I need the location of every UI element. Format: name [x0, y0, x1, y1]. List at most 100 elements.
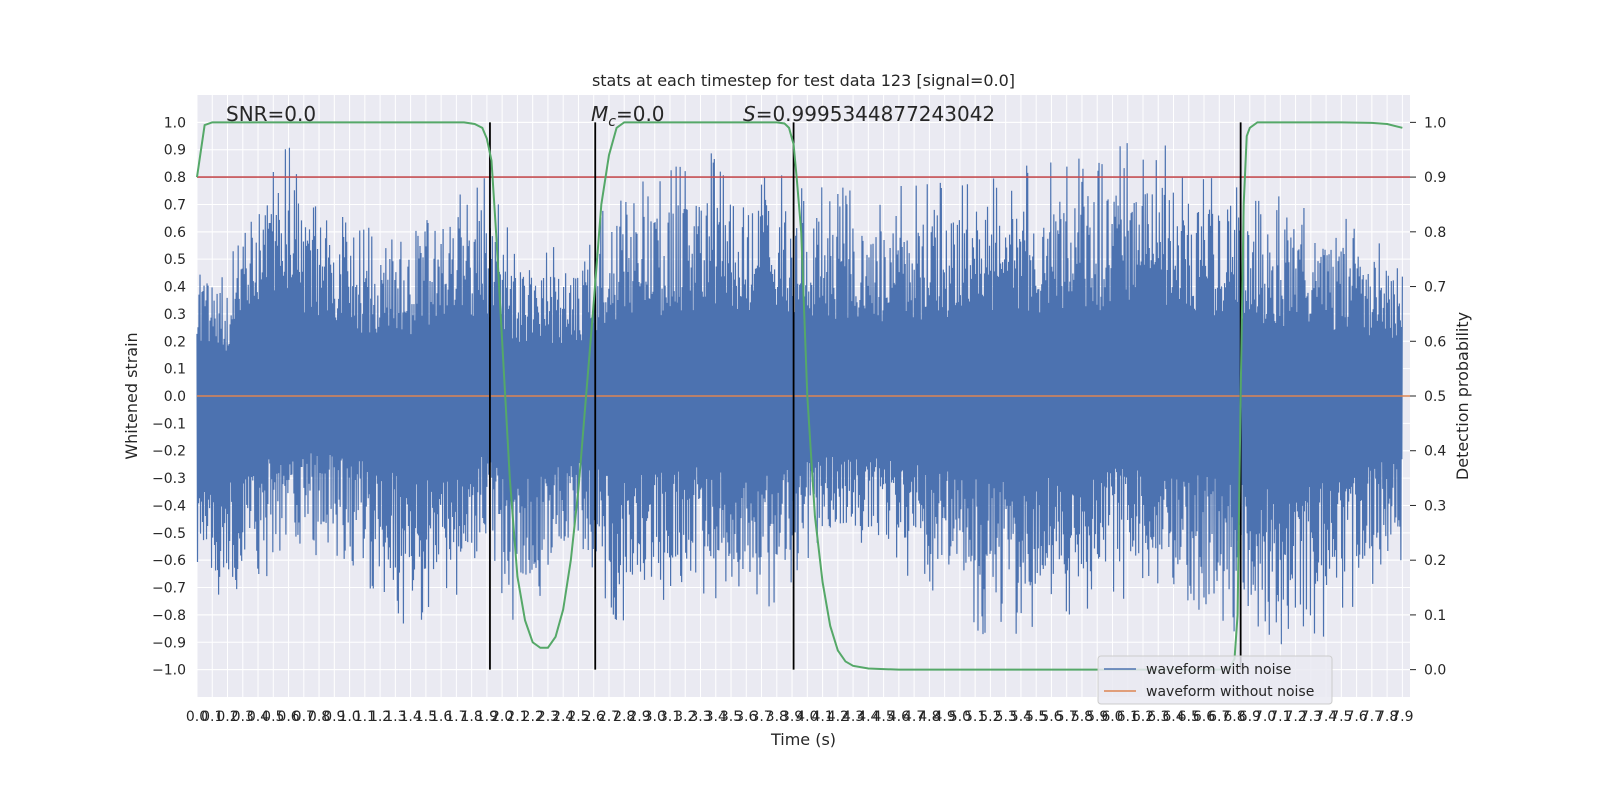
- x-tick-label: 7.6: [1345, 709, 1367, 725]
- s-annotation: S=0.9995344877243042: [743, 102, 995, 126]
- x-tick-label: 1.8: [461, 709, 483, 725]
- y-tick-label-right: 1.0: [1424, 115, 1446, 131]
- x-tick-label: 0.9: [323, 709, 345, 725]
- probability-trace: [196, 121, 1403, 671]
- x-tick-label: 5.0: [949, 709, 971, 725]
- x-tick-label: 5.8: [1071, 709, 1093, 725]
- x-tick-label: 0.1: [201, 709, 223, 725]
- x-tick-label: 3.1: [659, 709, 681, 725]
- x-tick-label: 3.4: [705, 709, 727, 725]
- x-tick-label: 1.1: [354, 709, 376, 725]
- y-tick-label-right: 0.6: [1424, 334, 1446, 350]
- y-tick-label-right: 0.1: [1424, 608, 1446, 624]
- x-tick-label: 4.2: [827, 709, 849, 725]
- y-tick-label-left: 0.8: [164, 170, 186, 186]
- x-tick-label: 1.0: [338, 709, 360, 725]
- x-tick-label: 0.4: [247, 709, 269, 725]
- x-tick-label: 0.0: [186, 709, 208, 725]
- x-tick-label: 3.3: [689, 709, 711, 725]
- y-tick-label-right: 0.5: [1424, 389, 1446, 405]
- y-tick-label-left: −0.9: [152, 635, 186, 651]
- y-tick-label-right: 0.4: [1424, 444, 1446, 460]
- x-tick-label: 6.9: [1239, 709, 1261, 725]
- x-tick-label: 2.7: [598, 709, 620, 725]
- x-tick-label: 5.4: [1010, 709, 1032, 725]
- x-tick-label: 6.3: [1147, 709, 1169, 725]
- mc-subscript: c: [608, 114, 616, 130]
- x-tick-label: 4.9: [934, 709, 956, 725]
- x-tick-label: 0.8: [308, 709, 330, 725]
- y-tick-label-left: −0.3: [152, 471, 186, 487]
- s-value: =0.9995344877243042: [756, 102, 995, 126]
- mc-value: =0.0: [616, 102, 665, 126]
- y-tick-label-left: 0.0: [164, 389, 186, 405]
- x-tick-label: 2.9: [628, 709, 650, 725]
- x-tick-label: 7.0: [1254, 709, 1276, 725]
- y-tick-label-left: −0.6: [152, 553, 186, 569]
- x-tick-label: 1.5: [415, 709, 437, 725]
- y-tick-label-left: 0.7: [164, 197, 186, 213]
- x-tick-label: 1.7: [445, 709, 467, 725]
- x-tick-label: 7.9: [1391, 709, 1413, 725]
- x-tick-label: 0.6: [277, 709, 299, 725]
- x-tick-label: 4.4: [857, 709, 879, 725]
- x-tick-label: 7.1: [1269, 709, 1291, 725]
- x-tick-label: 0.5: [262, 709, 284, 725]
- x-tick-label: 6.5: [1178, 709, 1200, 725]
- legend-box: [1097, 655, 1333, 705]
- y-tick-label-right: 0.9: [1424, 170, 1446, 186]
- snr-annotation: SNR=0.0: [226, 102, 316, 126]
- x-tick-label: 2.0: [491, 709, 513, 725]
- x-tick-label: 6.8: [1223, 709, 1245, 725]
- x-tick-label: 6.6: [1193, 709, 1215, 725]
- x-tick-label: 2.8: [613, 709, 635, 725]
- y-tick-label-right: 0.0: [1424, 663, 1446, 679]
- x-tick-label: 1.4: [399, 709, 421, 725]
- x-tick-label: 2.5: [567, 709, 589, 725]
- y-tick-label-left: 0.5: [164, 252, 186, 268]
- x-tick-label: 7.5: [1330, 709, 1352, 725]
- x-tick-label: 2.2: [522, 709, 544, 725]
- y-tick-label-right: 0.8: [1424, 225, 1446, 241]
- x-tick-label: 4.6: [888, 709, 910, 725]
- x-tick-label: 4.5: [872, 709, 894, 725]
- x-tick-label: 5.7: [1056, 709, 1078, 725]
- x-tick-label: 5.3: [995, 709, 1017, 725]
- x-tick-label: 6.2: [1132, 709, 1154, 725]
- x-tick-label: 3.7: [750, 709, 772, 725]
- x-tick-label: 4.0: [796, 709, 818, 725]
- x-tick-label: 7.8: [1376, 709, 1398, 725]
- y-tick-label-left: 0.2: [164, 334, 186, 350]
- x-tick-label: 5.6: [1040, 709, 1062, 725]
- mc-symbol: M: [591, 102, 608, 126]
- x-tick-label: 3.6: [735, 709, 757, 725]
- x-tick-label: 1.9: [476, 709, 498, 725]
- y-tick-label-right: 0.7: [1424, 280, 1446, 296]
- y-tick-label-left: 0.9: [164, 143, 186, 159]
- s-symbol: S: [743, 102, 756, 126]
- x-tick-label: 3.5: [720, 709, 742, 725]
- y-axis-label-left: Whitened strain: [122, 332, 141, 459]
- x-tick-label: 7.2: [1284, 709, 1306, 725]
- x-tick-label: 2.4: [552, 709, 574, 725]
- x-tick-label: 4.7: [903, 709, 925, 725]
- y-tick-label-right: 0.3: [1424, 498, 1446, 514]
- mc-annotation: Mc=0.0: [591, 102, 665, 130]
- x-tick-label: 2.6: [583, 709, 605, 725]
- y-tick-label-left: 1.0: [164, 115, 186, 131]
- legend-label-noise: waveform with noise: [1146, 662, 1291, 678]
- x-tick-label: 4.3: [842, 709, 864, 725]
- y-tick-label-left: 0.4: [164, 280, 186, 296]
- x-tick-label: 6.0: [1101, 709, 1123, 725]
- y-tick-label-left: 0.6: [164, 225, 186, 241]
- x-tick-label: 0.2: [216, 709, 238, 725]
- x-tick-label: 1.2: [369, 709, 391, 725]
- x-tick-label: 3.0: [644, 709, 666, 725]
- x-tick-label: 0.7: [293, 709, 315, 725]
- chart-title: stats at each timestep for test data 123…: [592, 71, 1015, 90]
- strain-trace: [196, 143, 1403, 645]
- x-tick-label: 6.4: [1162, 709, 1184, 725]
- y-tick-label-left: −0.4: [152, 498, 186, 514]
